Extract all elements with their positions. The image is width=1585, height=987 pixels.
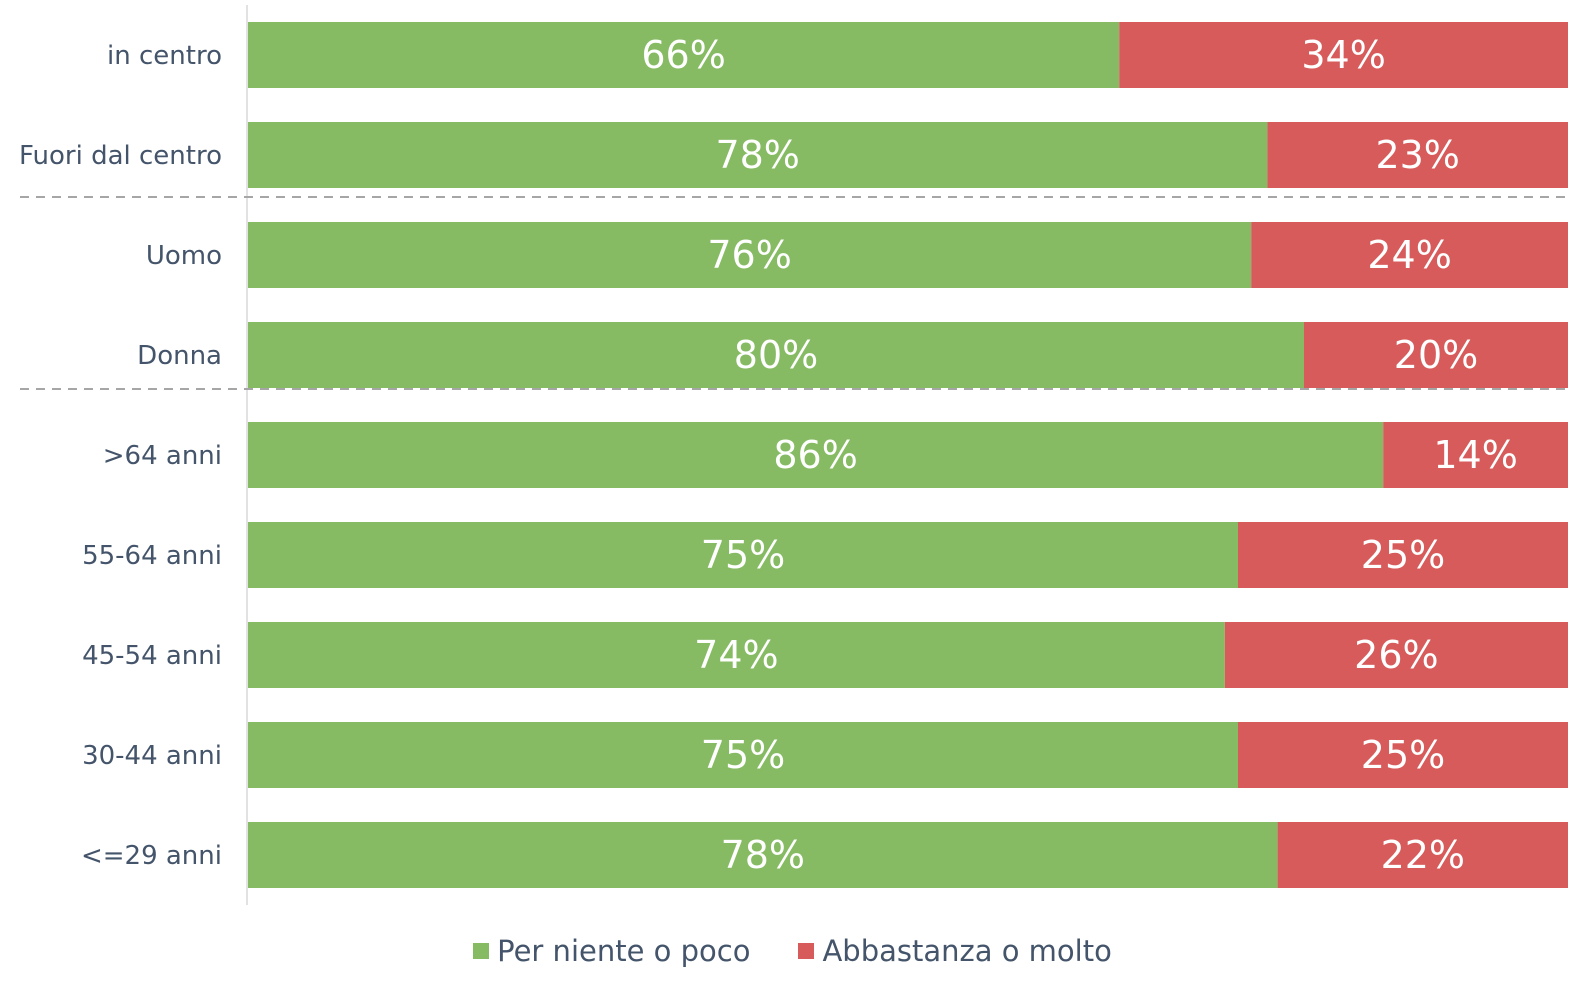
data-label: 75% [701, 733, 785, 777]
category-label: in centro [107, 41, 222, 71]
category-label: 45-54 anni [82, 641, 222, 671]
legend-swatch-green [473, 943, 490, 959]
data-label: 78% [721, 833, 805, 877]
bar-segment [1251, 222, 1568, 288]
legend-swatch-red [798, 943, 815, 959]
data-label: 80% [734, 333, 818, 377]
category-label: 30-44 anni [82, 741, 222, 771]
category-label: Donna [137, 341, 222, 371]
data-label: 78% [715, 133, 799, 177]
data-label: 76% [707, 233, 791, 277]
bar-segment [248, 322, 1304, 388]
legend-label-abbastanza: Abbastanza o molto [822, 934, 1112, 968]
data-label: 75% [701, 533, 785, 577]
category-label: <=29 anni [81, 841, 222, 871]
bar-segment [1267, 122, 1568, 188]
data-label: 26% [1354, 633, 1438, 677]
data-label: 86% [773, 433, 857, 477]
data-label: 34% [1301, 33, 1385, 77]
bar-segment [248, 622, 1225, 688]
data-label: 66% [641, 33, 725, 77]
legend-label-per-niente: Per niente o poco [497, 934, 751, 968]
data-label: 74% [694, 633, 778, 677]
data-label: 25% [1361, 733, 1445, 777]
bar-segment [248, 422, 1384, 488]
bar-segment [1277, 822, 1568, 888]
data-label: 24% [1367, 233, 1451, 277]
bar-segment [248, 522, 1238, 588]
data-label: 22% [1381, 833, 1465, 877]
data-label: 14% [1433, 433, 1517, 477]
bar-segment [248, 122, 1268, 188]
category-label: Fuori dal centro [19, 141, 222, 171]
bar-segment [1238, 522, 1568, 588]
bar-segment [1304, 322, 1568, 388]
category-label: 55-64 anni [82, 541, 222, 571]
bar-segment [1119, 22, 1568, 88]
category-label: Uomo [146, 241, 222, 271]
bar-segment [248, 222, 1252, 288]
stacked-bar-chart: in centro 66% 34% Fuori dal centro 78% 23% Uom… [19, 5, 1568, 905]
category-label: >64 anni [103, 441, 222, 471]
legend-item-abbastanza: Abbastanza o molto [798, 934, 1112, 968]
bar-segment [248, 722, 1238, 788]
bar-segment [1238, 722, 1568, 788]
bar-segment [248, 822, 1278, 888]
legend-item-per-niente: Per niente o poco [473, 934, 750, 968]
bar-segment [248, 22, 1120, 88]
bar-segment [1383, 422, 1568, 488]
data-label: 23% [1375, 133, 1459, 177]
data-label: 25% [1361, 533, 1445, 577]
legend: Per niente o poco Abbastanza o molto [0, 934, 1585, 968]
data-label: 20% [1394, 333, 1478, 377]
bar-segment [1224, 622, 1568, 688]
